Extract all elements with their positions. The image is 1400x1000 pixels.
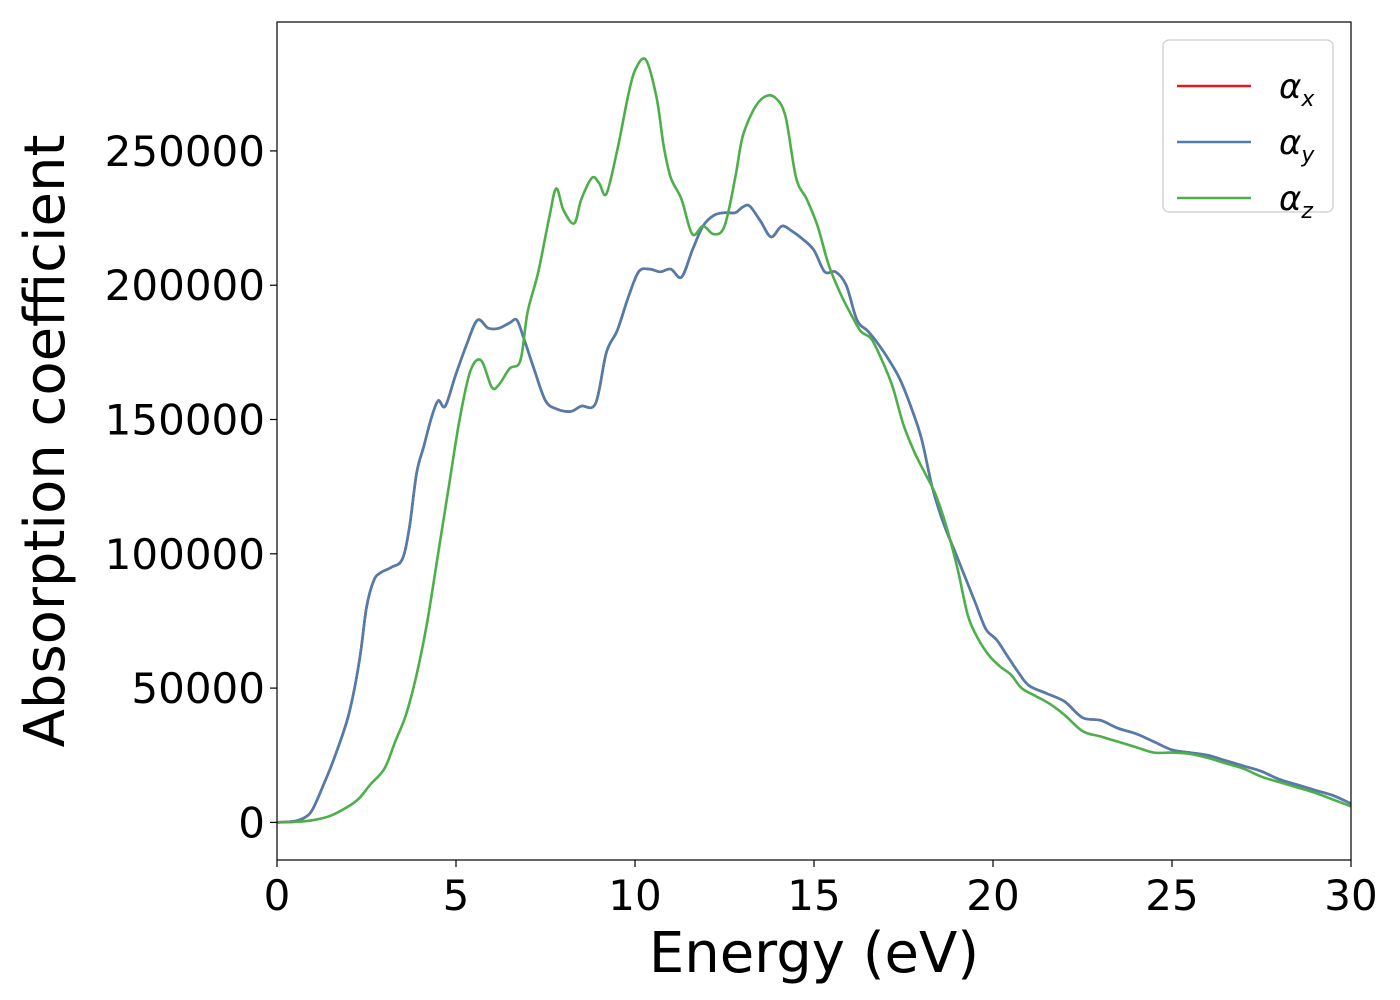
y-tick-label: 150000 [105, 396, 265, 445]
series-layer [276, 57, 1352, 824]
x-axis: 0 5 10 15 20 25 30 [264, 860, 1378, 920]
series-line-x [276, 203, 1352, 824]
y-tick-label: 50000 [131, 664, 265, 713]
y-axis-title: Absorption coefficient [13, 135, 78, 748]
x-tick-label: 5 [443, 871, 470, 920]
y-tick-label: 100000 [105, 530, 265, 579]
y-tick-label: 200000 [105, 261, 265, 310]
x-axis-title: Energy (eV) [649, 921, 979, 986]
x-tick-label: 20 [966, 871, 1019, 920]
legend-label: αx [1279, 67, 1315, 112]
x-tick-label: 15 [787, 871, 840, 920]
y-axis: 0 50000 100000 150000 200000 250000 [105, 127, 277, 847]
legend-label: αy [1279, 123, 1315, 168]
legend-box [1162, 39, 1334, 213]
series-line-z [276, 57, 1352, 824]
x-tick-label: 10 [608, 871, 661, 920]
series-line-y [276, 203, 1352, 824]
x-tick-label: 25 [1145, 871, 1198, 920]
legend-label: αz [1279, 179, 1313, 224]
x-tick-label: 0 [264, 871, 291, 920]
y-tick-label: 250000 [105, 127, 265, 176]
x-tick-label: 30 [1324, 871, 1377, 920]
y-tick-label: 0 [238, 798, 265, 847]
legend: αx αy αz [1162, 39, 1334, 224]
